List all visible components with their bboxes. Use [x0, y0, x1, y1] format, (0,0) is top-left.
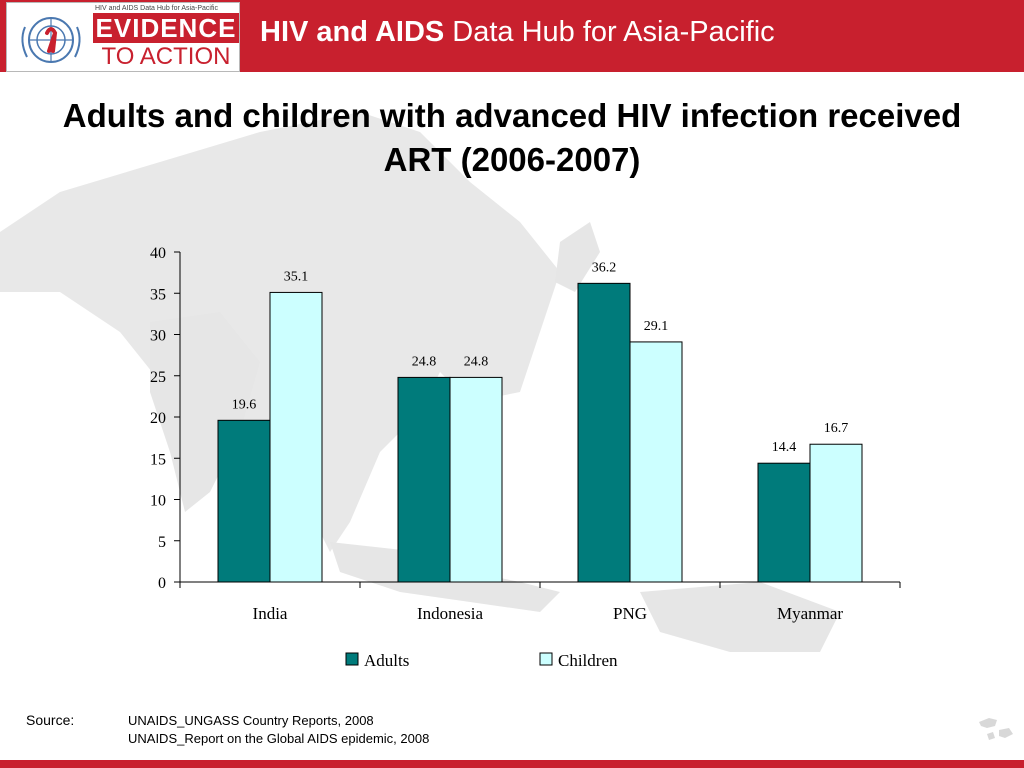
data-label: 19.6 — [232, 397, 257, 412]
data-label: 24.8 — [412, 354, 437, 369]
y-tick-label: 15 — [150, 451, 166, 468]
y-tick-label: 20 — [150, 410, 166, 427]
y-tick-label: 30 — [150, 328, 166, 345]
corner-map-icon — [979, 718, 1013, 740]
legend-label-adults: Adults — [364, 651, 409, 670]
data-label: 14.4 — [772, 440, 797, 455]
logo-text-to-action: TO ACTION — [101, 43, 231, 70]
y-tick-label: 40 — [150, 245, 166, 262]
x-category-label: Indonesia — [417, 604, 484, 623]
y-tick-label: 25 — [150, 369, 166, 386]
header-title-bold: HIV and AIDS — [260, 16, 445, 48]
legend-label-children: Children — [558, 651, 618, 670]
header-title: HIV and AIDS Data Hub for Asia-Pacific — [260, 14, 775, 50]
bar-adults — [757, 462, 811, 583]
x-category-label: PNG — [613, 604, 647, 623]
data-label: 29.1 — [644, 319, 669, 334]
logo-text-evidence: EVIDENCE — [93, 13, 239, 43]
map-landmass-japan — [555, 222, 600, 292]
slide-title: Adults and children with advanced HIV in… — [62, 97, 962, 178]
data-label: 24.8 — [464, 354, 489, 369]
bar-children — [629, 341, 683, 583]
data-label: 35.1 — [284, 269, 309, 284]
source-label: Source: — [26, 712, 75, 728]
footer-bar — [0, 760, 1024, 768]
data-label: 36.2 — [592, 260, 617, 275]
y-tick-label: 35 — [150, 286, 166, 303]
header-bar: HIV and AIDS Data Hub for Asia-Pacific E… — [0, 0, 1024, 72]
y-tick-label: 5 — [158, 534, 166, 551]
bar-children — [809, 443, 863, 583]
bar-adults — [577, 282, 631, 583]
x-category-label: Myanmar — [777, 604, 843, 623]
legend-swatch-children — [539, 652, 553, 666]
bar-adults — [397, 376, 451, 583]
data-label: 16.7 — [824, 421, 849, 436]
evidence-to-action-logo[interactable]: HIV and AIDS Data Hub for Asia-Pacific E… — [6, 2, 240, 72]
map-landmass-india — [150, 312, 260, 512]
map-landmass-png — [640, 582, 840, 652]
header-title-rest: Data Hub for Asia-Pacific — [444, 16, 775, 48]
logo-tagline: HIV and AIDS Data Hub for Asia-Pacific — [95, 5, 218, 12]
bar-children — [449, 376, 503, 583]
un-emblem-icon — [21, 17, 81, 63]
source-line-1: UNAIDS_UNGASS Country Reports, 2008 — [128, 713, 374, 728]
bar-adults — [217, 419, 271, 583]
bar-children — [269, 291, 323, 583]
y-tick-label: 0 — [158, 575, 166, 592]
source-line-2: UNAIDS_Report on the Global AIDS epidemi… — [128, 731, 430, 746]
x-category-label: India — [253, 604, 288, 623]
y-tick-label: 10 — [150, 493, 166, 510]
legend-swatch-adults — [345, 652, 359, 666]
